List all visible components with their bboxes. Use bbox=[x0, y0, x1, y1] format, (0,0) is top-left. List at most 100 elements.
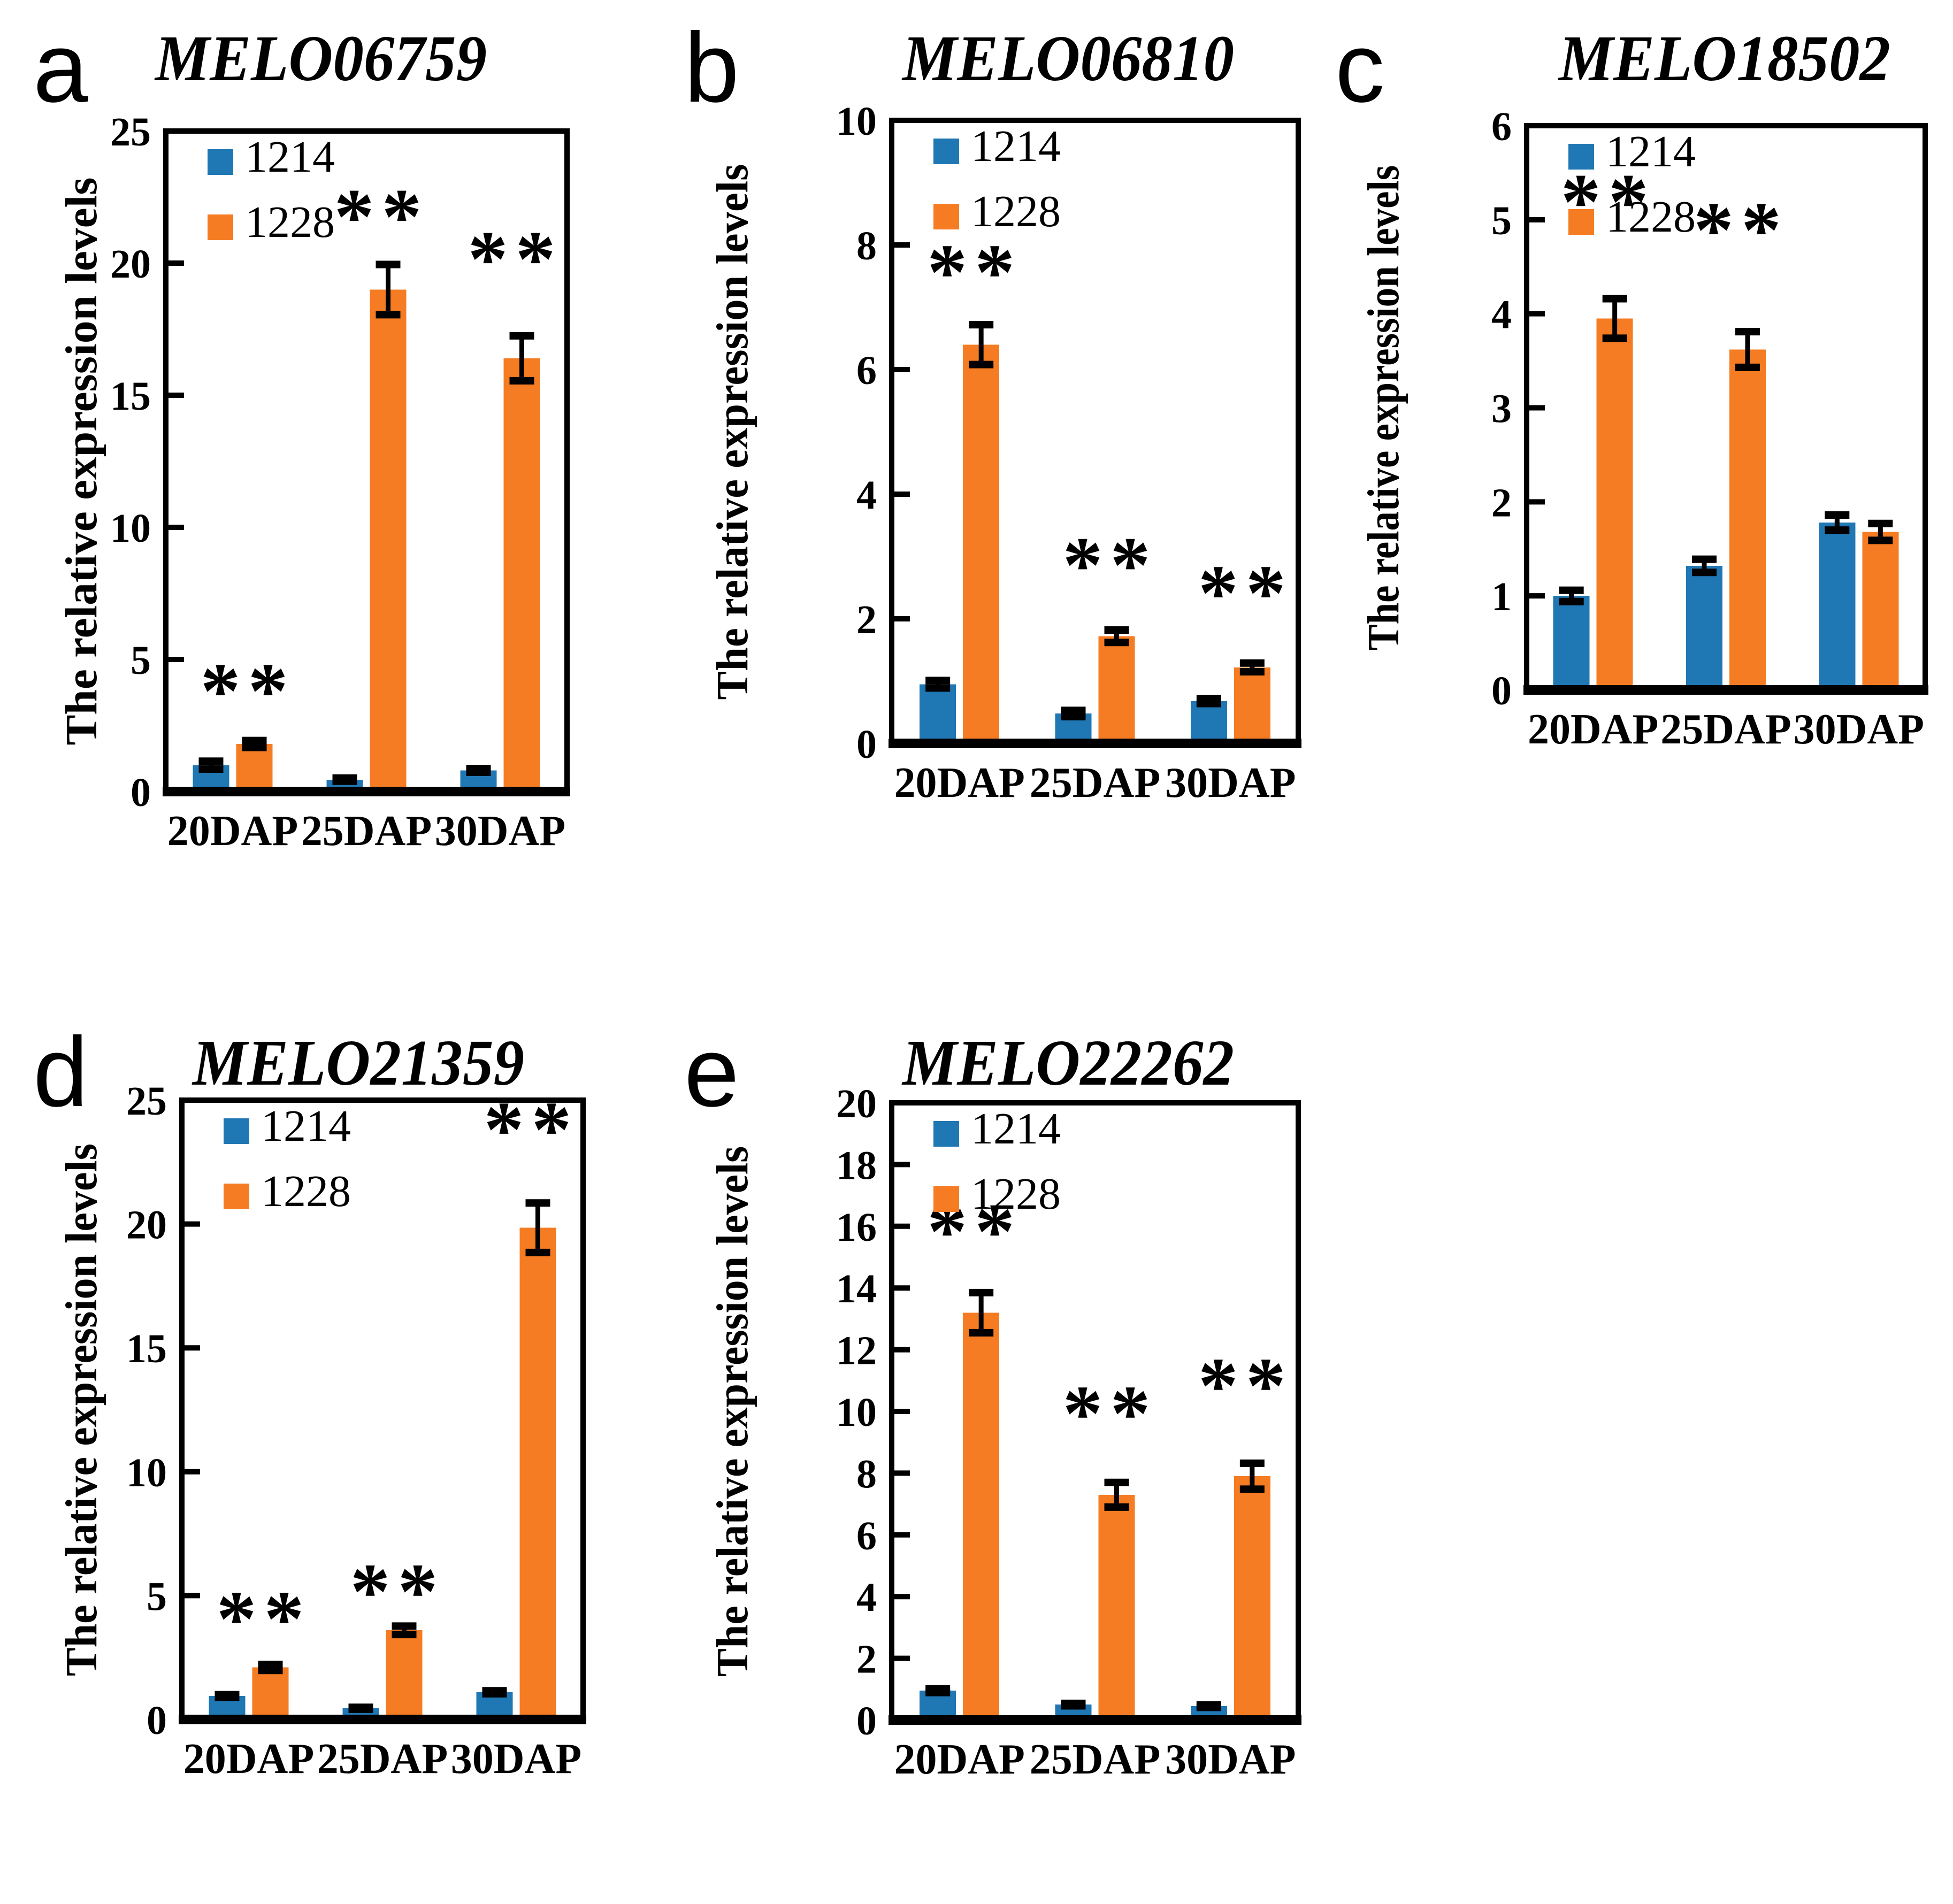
panel-d-errorbar-1228-20DAP bbox=[258, 1661, 283, 1675]
panel-b-xtick-label: 30DAP bbox=[1165, 759, 1296, 807]
panel-e-errorbar-1214-20DAP bbox=[925, 1685, 951, 1696]
panel-d-bar-1228-30DAP bbox=[519, 1227, 556, 1719]
panel-c-xtick-label: 30DAP bbox=[1794, 706, 1924, 753]
panel-a-legend-item-1214: 1214 bbox=[208, 132, 335, 182]
panel-b-bar-1214-30DAP bbox=[1190, 701, 1227, 743]
panel-c-errorbar-1228-20DAP bbox=[1602, 295, 1627, 342]
panel-b-xtick-label: 20DAP bbox=[894, 759, 1024, 807]
panel-b-errorbar-1228-30DAP bbox=[1239, 659, 1265, 676]
panel-d-ytick-label: 20 bbox=[126, 1203, 167, 1248]
panel-b-ytick-label: 4 bbox=[856, 473, 877, 518]
panel-a-ytick-label: 5 bbox=[131, 638, 151, 683]
panel-c-ytick-label: 1 bbox=[1491, 574, 1512, 619]
panel-d-ytick-label: 25 bbox=[126, 1079, 167, 1124]
panel-d-xtick-label: 30DAP bbox=[451, 1736, 581, 1783]
panel-c-xtick-label: 20DAP bbox=[1528, 706, 1658, 753]
panel-e-ytick-label: 10 bbox=[836, 1390, 877, 1435]
panel-c-ytick-label: 6 bbox=[1491, 104, 1512, 149]
panel-d-chart: d MELO21359 The relative expression levels… bbox=[33, 1017, 586, 1783]
panel-a-errorbar-1214-25DAP bbox=[332, 774, 357, 785]
panel-b-bar-1228-20DAP bbox=[963, 344, 1000, 743]
panel-d-significance-stars: ** bbox=[484, 1085, 579, 1174]
panel-c-xtick-label: 25DAP bbox=[1660, 706, 1791, 753]
panel-d-letter: d bbox=[33, 1017, 88, 1127]
panel-d-significance-stars: ** bbox=[217, 1575, 312, 1663]
panel-c-bar-1214-30DAP bbox=[1819, 523, 1856, 690]
panel-a-title: MELO06759 bbox=[154, 22, 487, 95]
panel-b-errorbar-1228-25DAP bbox=[1104, 626, 1129, 647]
panel-e-errorbar-1228-25DAP bbox=[1104, 1478, 1129, 1511]
panel-a-ytick-label: 15 bbox=[110, 374, 151, 419]
panel-b-ytick-label: 6 bbox=[856, 348, 877, 393]
panel-d-ytick-label: 5 bbox=[147, 1574, 167, 1619]
panel-e-y-axis-label: The relative expression levels bbox=[708, 1146, 757, 1677]
panel-a-ytick-label: 20 bbox=[110, 242, 151, 287]
panel-b-errorbar-1228-20DAP bbox=[969, 321, 994, 368]
panel-b-significance-stars: ** bbox=[927, 228, 1022, 317]
panel-e-ytick-label: 14 bbox=[836, 1266, 877, 1311]
legend-swatch-1214 bbox=[933, 139, 959, 164]
panel-b-ytick-label: 10 bbox=[836, 99, 877, 144]
panel-a-ytick-label: 10 bbox=[110, 506, 151, 551]
legend-label-1228: 1228 bbox=[261, 1166, 351, 1216]
legend-label-1228: 1228 bbox=[245, 197, 335, 247]
panel-b-y-axis-label: The relative expression levels bbox=[708, 164, 757, 700]
panel-c-ytick-label: 0 bbox=[1491, 669, 1512, 713]
panel-c-chart: c MELO18502 The relative expression levels… bbox=[1335, 13, 1928, 753]
panel-e-letter: e bbox=[684, 1017, 739, 1127]
panel-d-bar-1228-25DAP bbox=[386, 1630, 423, 1719]
panel-e-title: MELO22262 bbox=[901, 1027, 1234, 1099]
panel-e-errorbar-1228-30DAP bbox=[1239, 1459, 1265, 1493]
panel-b-significance-stars: ** bbox=[1063, 521, 1158, 610]
panel-a-errorbar-1214-30DAP bbox=[466, 765, 491, 776]
panel-c-errorbar-1214-30DAP bbox=[1825, 511, 1850, 534]
panel-a-chart: a MELO06759 The relative expression levels… bbox=[33, 13, 570, 855]
legend-swatch-1228 bbox=[933, 1186, 959, 1212]
panel-d-xtick-label: 25DAP bbox=[317, 1736, 448, 1783]
panel-c-ytick-label: 4 bbox=[1491, 293, 1512, 337]
panel-b-errorbar-1214-20DAP bbox=[925, 677, 951, 692]
legend-swatch-1228 bbox=[224, 1184, 249, 1209]
panel-e-ytick-label: 20 bbox=[836, 1081, 877, 1126]
panel-c-bar-1228-20DAP bbox=[1596, 318, 1633, 690]
panel-e-bar-1228-30DAP bbox=[1234, 1476, 1270, 1720]
panel-a-ytick-label: 0 bbox=[131, 770, 151, 815]
panel-e-xtick-label: 25DAP bbox=[1030, 1736, 1160, 1783]
panel-e-errorbar-1228-20DAP bbox=[969, 1288, 994, 1337]
panel-a-significance-stars: ** bbox=[201, 647, 296, 735]
panel-c-errorbar-1214-25DAP bbox=[1692, 555, 1717, 577]
panel-c-y-axis-label: The relative expression levels bbox=[1359, 165, 1408, 650]
panel-d-errorbar-1228-25DAP bbox=[392, 1622, 417, 1639]
legend-label-1228: 1228 bbox=[1606, 192, 1696, 242]
panel-d-y-axis-label: The relative expression levels bbox=[57, 1143, 106, 1676]
panel-c-ytick-label: 2 bbox=[1491, 480, 1512, 525]
panel-a-errorbar-1214-20DAP bbox=[198, 757, 224, 773]
panel-b-bar-1214-20DAP bbox=[920, 684, 956, 743]
panel-b-letter: b bbox=[684, 13, 739, 123]
legend-label-1228: 1228 bbox=[971, 1169, 1061, 1219]
panel-b-legend-item-1214: 1214 bbox=[933, 121, 1061, 171]
panel-c-errorbar-1214-20DAP bbox=[1559, 586, 1584, 605]
legend-label-1214: 1214 bbox=[245, 132, 335, 182]
panel-b-bar-1228-25DAP bbox=[1098, 636, 1135, 743]
panel-a-legend-item-1228: 1228 bbox=[208, 197, 335, 247]
panel-c-bar-1214-25DAP bbox=[1686, 565, 1722, 690]
panel-a-errorbar-1228-30DAP bbox=[509, 332, 534, 385]
panel-a-xtick-label: 20DAP bbox=[167, 808, 298, 855]
panel-c-ytick-label: 3 bbox=[1491, 387, 1512, 432]
legend-swatch-1214 bbox=[208, 149, 233, 175]
panel-c-errorbar-1228-25DAP bbox=[1735, 328, 1760, 371]
legend-label-1228: 1228 bbox=[971, 187, 1061, 236]
panel-e-ytick-label: 18 bbox=[836, 1143, 877, 1188]
panel-c-title: MELO18502 bbox=[1558, 22, 1890, 95]
panel-d-title: MELO21359 bbox=[192, 1027, 524, 1099]
panel-e-significance-stars: ** bbox=[1063, 1369, 1158, 1458]
panel-a-significance-stars: ** bbox=[334, 173, 430, 262]
panel-b-xtick-label: 25DAP bbox=[1030, 759, 1160, 807]
legend-swatch-1228 bbox=[933, 204, 959, 229]
legend-label-1214: 1214 bbox=[261, 1101, 351, 1151]
panel-d-errorbar-1214-20DAP bbox=[215, 1691, 240, 1701]
panel-e-ytick-label: 12 bbox=[836, 1329, 877, 1373]
panel-d-bar-1228-20DAP bbox=[252, 1667, 289, 1719]
panel-c-bar-1214-20DAP bbox=[1553, 596, 1590, 690]
